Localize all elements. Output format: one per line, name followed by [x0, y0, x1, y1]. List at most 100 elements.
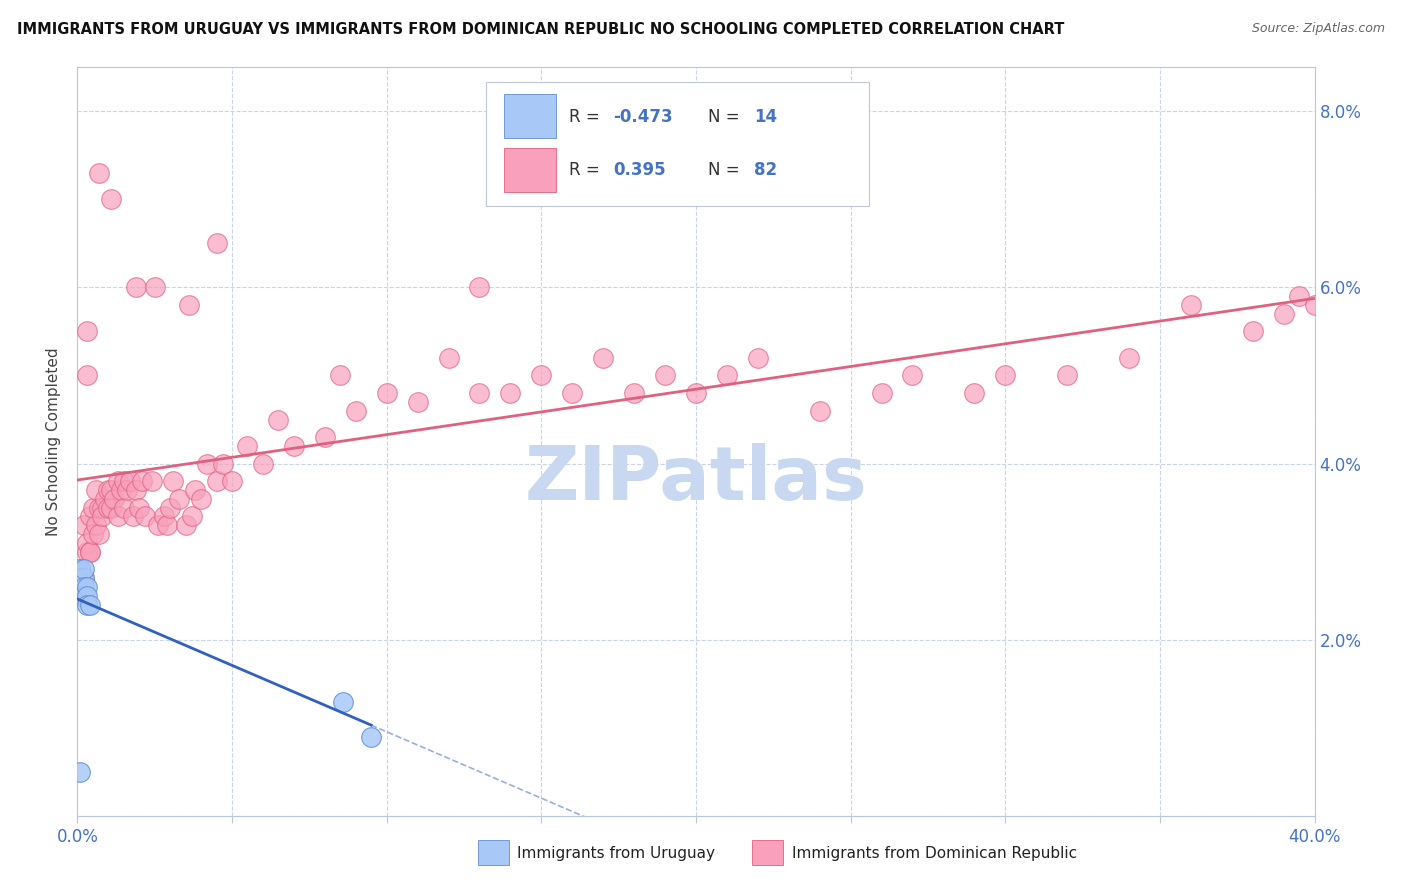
Point [84, 483, 107, 497]
Point [69, 589, 91, 603]
Point [808, 403, 831, 417]
Point [1303, 298, 1326, 312]
Point [107, 509, 129, 524]
Point [1288, 289, 1310, 303]
Point [437, 351, 460, 365]
Point [716, 368, 738, 383]
Point [184, 483, 207, 497]
Point [963, 386, 986, 401]
Point [107, 474, 129, 488]
Point [131, 474, 153, 488]
Point [195, 457, 218, 471]
Point [97, 483, 120, 497]
FancyBboxPatch shape [505, 94, 557, 138]
Point [79, 545, 101, 559]
Point [69, 571, 91, 585]
Point [103, 491, 125, 506]
Point [344, 403, 367, 417]
Point [72, 562, 94, 576]
Point [329, 368, 352, 383]
Point [79, 509, 101, 524]
Point [994, 368, 1017, 383]
Text: 0.395: 0.395 [613, 161, 665, 179]
Text: 14: 14 [754, 108, 778, 126]
Point [87, 500, 110, 515]
Point [177, 298, 200, 312]
Point [76, 536, 98, 550]
Point [72, 571, 94, 585]
FancyBboxPatch shape [505, 148, 557, 192]
Point [72, 518, 94, 533]
Point [901, 368, 924, 383]
Text: R =: R = [568, 108, 605, 126]
Point [72, 580, 94, 594]
Point [1272, 307, 1295, 321]
Point [1118, 351, 1140, 365]
Point [332, 695, 354, 709]
Point [76, 589, 98, 603]
Point [174, 518, 197, 533]
Point [97, 500, 120, 515]
Point [76, 368, 98, 383]
Point [69, 562, 91, 576]
Text: Source: ZipAtlas.com: Source: ZipAtlas.com [1251, 22, 1385, 36]
Point [72, 589, 94, 603]
Point [69, 562, 91, 576]
Text: R =: R = [568, 161, 610, 179]
Point [654, 368, 676, 383]
Point [87, 166, 110, 180]
Point [100, 500, 122, 515]
Point [122, 509, 145, 524]
Text: Immigrants from Uruguay: Immigrants from Uruguay [517, 847, 716, 861]
Text: N =: N = [709, 108, 745, 126]
Point [499, 386, 522, 401]
Point [82, 527, 104, 541]
Text: -0.473: -0.473 [613, 108, 672, 126]
Point [211, 457, 233, 471]
Point [1180, 298, 1202, 312]
Point [190, 491, 212, 506]
Point [76, 324, 98, 338]
Point [360, 730, 382, 744]
Point [870, 386, 893, 401]
Point [134, 509, 156, 524]
Point [84, 518, 107, 533]
Point [221, 474, 243, 488]
Point [76, 598, 98, 612]
Point [530, 368, 553, 383]
Point [69, 765, 91, 780]
Point [146, 518, 169, 533]
Text: N =: N = [709, 161, 745, 179]
Point [468, 280, 491, 294]
Point [623, 386, 645, 401]
Point [69, 571, 91, 585]
Point [685, 386, 707, 401]
Point [314, 430, 336, 444]
Point [205, 474, 228, 488]
Point [180, 509, 202, 524]
Point [561, 386, 583, 401]
Point [76, 545, 98, 559]
Point [79, 598, 101, 612]
Point [110, 483, 132, 497]
Point [94, 491, 117, 506]
Point [112, 500, 135, 515]
Point [375, 386, 398, 401]
FancyBboxPatch shape [485, 82, 869, 205]
Point [128, 500, 150, 515]
Point [100, 192, 122, 206]
Point [747, 351, 769, 365]
Point [267, 412, 290, 426]
Point [252, 457, 274, 471]
Point [156, 518, 179, 533]
Point [79, 545, 101, 559]
Bar [478, 840, 509, 865]
Bar [752, 840, 783, 865]
Point [125, 280, 148, 294]
Point [236, 439, 259, 453]
Text: 82: 82 [754, 161, 778, 179]
Text: Immigrants from Dominican Republic: Immigrants from Dominican Republic [792, 847, 1077, 861]
Point [91, 500, 114, 515]
Point [592, 351, 614, 365]
Point [153, 509, 176, 524]
